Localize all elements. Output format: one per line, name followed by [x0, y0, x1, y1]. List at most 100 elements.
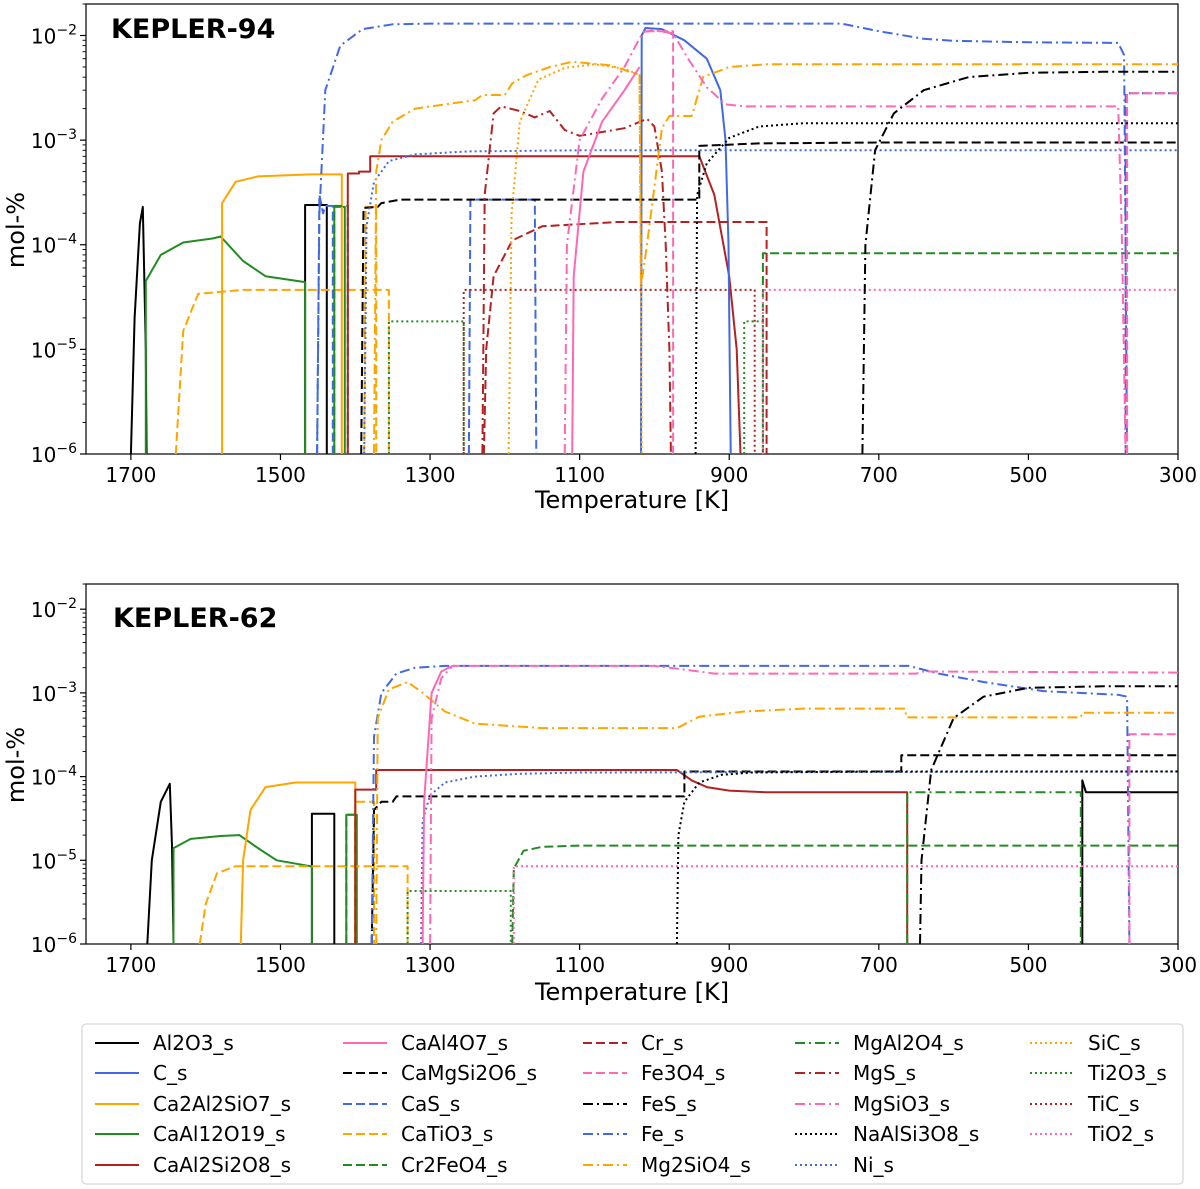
plot-frame [85, 583, 1179, 945]
series-lines [129, 22, 1178, 454]
legend-label: Ca2Al2SiO7_s [153, 1092, 291, 1116]
legend-label: MgAl2O4_s [853, 1031, 964, 1055]
y-tick-label: 10−5 [31, 847, 77, 873]
legend-item-tic-s: TiC_s [1030, 1092, 1140, 1116]
legend-label: MgSiO3_s [853, 1092, 950, 1116]
series-line-caal2si2o8-s [346, 155, 742, 454]
series-line-fe3o4-s [1128, 733, 1178, 944]
x-tick-label: 300 [1159, 463, 1197, 487]
legend-label: Cr_s [641, 1031, 684, 1055]
series-line-cr2feo4-s [511, 844, 1178, 944]
x-tick-label: 1700 [105, 463, 156, 487]
y-tick-label: 10−5 [31, 336, 77, 362]
legend-label: FeS_s [641, 1092, 697, 1116]
legend-item-ca2al2sio7-s: Ca2Al2SiO7_s [95, 1092, 291, 1116]
panel-kepler-62: 1700 1500 1300 1100 900 700 500 300 10−610−510−… [2, 583, 1197, 1006]
x-tick-label: 500 [1009, 463, 1047, 487]
legend-item-ti2o3-s: Ti2O3_s [1030, 1061, 1167, 1085]
legend-label: CaS_s [401, 1092, 460, 1116]
series-line-camgsi2o6-s [370, 754, 1178, 944]
series-line-ti2o3-s [406, 890, 512, 944]
x-tick-label: 1500 [255, 953, 306, 977]
x-axis-label: Temperature [K] [534, 978, 729, 1006]
series-line-ti2o3-s [387, 320, 465, 454]
legend-label: CaTiO3_s [401, 1122, 493, 1146]
legend-item-ni-s: Ni_s [795, 1153, 894, 1177]
legend-box [81, 1023, 1184, 1185]
legend-item-caal12o19-s: CaAl12O19_s [95, 1122, 286, 1146]
series-line-caal12o19-s [144, 235, 307, 454]
series-line-ti2o3-s [743, 320, 764, 454]
series-line-mgsio3-s [429, 664, 1178, 944]
x-tick-label: 1500 [255, 463, 306, 487]
legend-label: C_s [153, 1061, 187, 1085]
y-axis-label: mol-% [2, 192, 30, 268]
series-line-fe3o4-s [645, 30, 675, 454]
y-tick-label: 10−3 [31, 680, 77, 706]
series-line-camgsi2o6-s [360, 141, 1178, 454]
x-tick-label: 1100 [554, 953, 605, 977]
legend-item-cas-s: CaS_s [343, 1092, 460, 1116]
series-line-catio3-s [174, 288, 390, 454]
series-line-catio3-s [198, 865, 409, 944]
y-tick-label: 10−6 [31, 931, 77, 957]
y-tick-label: 10−3 [31, 127, 77, 153]
legend-item-cr-s: Cr_s [583, 1031, 684, 1055]
x-ticks: 1700 1500 1300 1100 900 700 500 300 [105, 454, 1197, 487]
series-line-cr-s [482, 221, 768, 454]
series-line-mgs-s [481, 105, 672, 454]
series-line-sic-s [507, 63, 643, 454]
y-ticks: 10−6 10−5 10−4 10−3 10−2 [31, 583, 86, 957]
y-tick-label: 10−4 [31, 764, 77, 790]
legend-label: CaAl12O19_s [153, 1122, 286, 1146]
x-tick-label: 300 [1159, 953, 1197, 977]
legend-item-naalsi3o8-s: NaAlSi3O8_s [795, 1122, 979, 1146]
series-line-naalsi3o8-s [675, 770, 1178, 944]
x-tick-label: 1700 [105, 953, 156, 977]
legend-label: Ti2O3_s [1087, 1061, 1167, 1085]
series-line-cas-s [316, 193, 334, 454]
legend: Al2O3_s C_s Ca2Al2SiO7_s CaAl12O19_s CaAl2Si… [81, 1023, 1184, 1185]
series-line-caal12o19-s [172, 834, 313, 944]
legend-item-c-s: C_s [95, 1061, 187, 1085]
legend-label: Cr2FeO4_s [401, 1153, 508, 1177]
legend-item-catio3-s: CaTiO3_s [343, 1122, 493, 1146]
legend-item-camgsi2o6-s: CaMgSi2O6_s [343, 1061, 537, 1085]
legend-item-mgs-s: MgS_s [795, 1061, 916, 1085]
series-line-tio2-s [761, 288, 1178, 454]
panel-kepler-94: 1700 1500 1300 1100 900 700 500 300 10−610−510−… [2, 3, 1197, 514]
legend-item-mgal2o4-s: MgAl2O4_s [795, 1031, 964, 1055]
series-line-fes-s [919, 685, 1178, 944]
series-line-mgal2o4-s [906, 791, 1082, 944]
legend-label: SiC_s [1088, 1031, 1141, 1055]
x-tick-label: 700 [860, 463, 898, 487]
x-tick-label: 900 [710, 953, 748, 977]
panel-title: KEPLER-62 [113, 603, 277, 634]
series-line-caal4o7-s [421, 665, 453, 944]
legend-label: CaAl4O7_s [401, 1031, 508, 1055]
y-tick-label: 10−4 [31, 232, 77, 258]
series-line-tio2-s [512, 865, 1178, 944]
y-axis-label: mol-% [2, 727, 30, 803]
series-line-cas-s [467, 198, 538, 454]
legend-item-sic-s: SiC_s [1030, 1031, 1141, 1055]
legend-label: MgS_s [853, 1061, 916, 1085]
legend-label: CaMgSi2O6_s [401, 1061, 537, 1085]
x-tick-label: 900 [710, 463, 748, 487]
legend-label: Ni_s [853, 1153, 894, 1177]
legend-item-fes-s: FeS_s [583, 1092, 697, 1116]
series-line-al2o3-s [1081, 779, 1178, 944]
series-lines [146, 664, 1178, 944]
x-tick-label: 700 [860, 953, 898, 977]
legend-label: Fe3O4_s [641, 1061, 725, 1085]
legend-item-caal4o7-s: CaAl4O7_s [343, 1031, 508, 1055]
series-line-caal2si2o8-s [354, 769, 909, 944]
legend-label: NaAlSi3O8_s [853, 1122, 979, 1146]
legend-item-tio2-s: TiO2_s [1030, 1122, 1154, 1146]
series-line-fes-s [861, 70, 1178, 454]
legend-item-mg2sio4-s: Mg2SiO4_s [583, 1153, 751, 1177]
legend-item-fe3o4-s: Fe3O4_s [583, 1061, 725, 1085]
legend-label: Mg2SiO4_s [641, 1153, 751, 1177]
legend-item-al2o3-s: Al2O3_s [95, 1031, 234, 1055]
series-line-fe-s [316, 22, 1129, 454]
